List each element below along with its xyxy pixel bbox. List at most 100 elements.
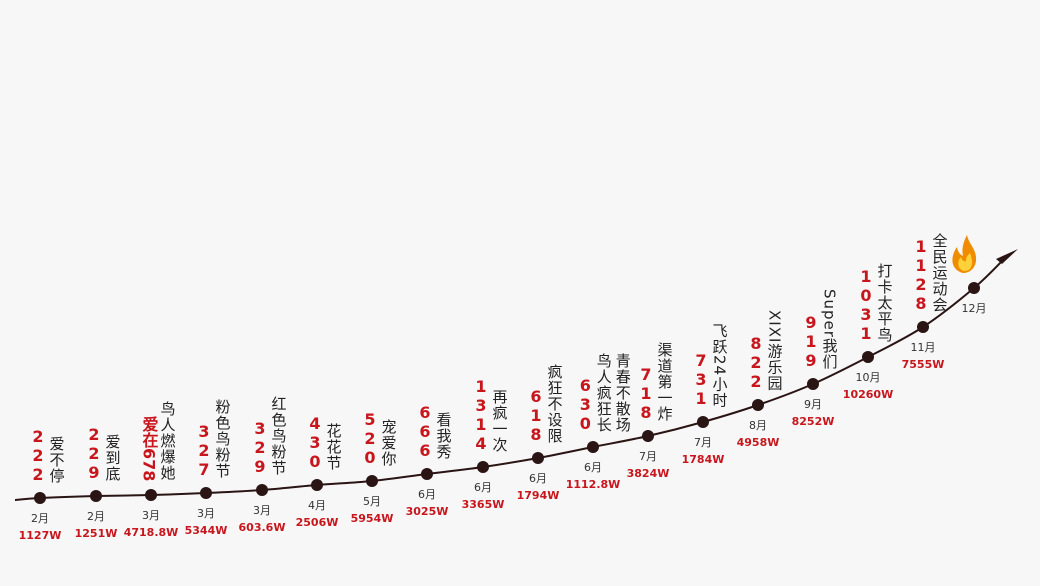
event-label: 718 渠道第一炸 — [636, 342, 674, 422]
event-label: 329 红色鸟粉节 — [250, 396, 288, 476]
value-label: 10260W — [842, 388, 894, 401]
event-date: 430 — [305, 414, 325, 471]
node-dot — [587, 441, 599, 453]
event-date: 229 — [84, 425, 104, 482]
event-date: 718 — [636, 365, 656, 422]
node-dot — [862, 351, 874, 363]
event-name: 宠爱你 — [379, 419, 398, 467]
arrow-head — [996, 249, 1018, 264]
event-name: 鸟人燃爆她 — [158, 401, 177, 481]
node-dot — [34, 492, 46, 504]
event-date: 327 — [194, 422, 214, 479]
node-dot — [807, 378, 819, 390]
event-label: 666 看我秀 — [415, 403, 453, 460]
value-label: 7555W — [901, 358, 945, 371]
event-name: 打卡太平鸟 — [875, 263, 894, 343]
event-name: 红色鸟粉节 — [269, 396, 288, 476]
event-label: 731 飞跃24小时 — [691, 322, 729, 408]
event-name: 疯狂不设限 — [545, 364, 564, 444]
event-date: 爱在678 — [139, 415, 159, 481]
value-label: 1127W — [18, 529, 62, 542]
event-name: 渠道第一炸 — [655, 342, 674, 422]
event-label: 1128 全民运动会 — [911, 233, 949, 313]
event-label: 520 宠爱你 — [360, 410, 398, 467]
node-dot — [477, 461, 489, 473]
event-label: 919 Super我们 — [801, 289, 839, 370]
event-date: 520 — [360, 410, 380, 467]
event-name: 爱到底 — [103, 434, 122, 482]
event-name: 飞跃24小时 — [710, 322, 729, 408]
event-name: 青春不散场 — [613, 353, 632, 433]
node-dot — [421, 468, 433, 480]
value-label: 1251W — [74, 527, 118, 540]
value-label: 1112.8W — [565, 478, 621, 491]
event-name: 鸟人疯狂长 — [594, 353, 613, 433]
month-label: 8月 — [749, 419, 767, 432]
node-dot — [968, 282, 980, 294]
month-label: 3月 — [253, 504, 271, 517]
month-label: 6月 — [474, 481, 492, 494]
node-dot — [917, 321, 929, 333]
event-label: 630 鸟人疯狂长 青春不散场 — [575, 353, 632, 433]
value-label: 3365W — [461, 498, 505, 511]
event-name: XIXI游乐园 — [765, 309, 784, 391]
value-label: 1794W — [516, 489, 560, 502]
month-label: 6月 — [584, 461, 602, 474]
node-dot — [200, 487, 212, 499]
month-label: 5月 — [363, 495, 381, 508]
node-dot — [532, 452, 544, 464]
event-date: 618 — [526, 387, 546, 444]
event-label: 822 XIXI游乐园 — [746, 309, 784, 391]
month-label: 11月 — [910, 341, 936, 354]
event-date: 630 — [575, 376, 595, 433]
value-label: 4718.8W — [123, 526, 179, 539]
event-date: 222 — [28, 427, 48, 484]
month-label: 6月 — [529, 472, 547, 485]
event-label: 1314 再疯一次 — [471, 377, 509, 453]
month-label: 9月 — [804, 398, 822, 411]
event-label: 430 花花节 — [305, 414, 343, 471]
value-label: 5344W — [184, 524, 228, 537]
month-label: 6月 — [418, 488, 436, 501]
event-date: 1314 — [471, 377, 491, 453]
event-date: 1128 — [911, 237, 931, 313]
event-label: 1031 打卡太平鸟 — [856, 263, 894, 343]
event-date: 1031 — [856, 267, 876, 343]
event-name: 粉色鸟粉节 — [213, 399, 232, 479]
event-date: 822 — [746, 334, 766, 391]
event-date: 666 — [415, 403, 435, 460]
value-label: 1784W — [681, 453, 725, 466]
node-dot — [311, 479, 323, 491]
value-label: 3824W — [626, 467, 670, 480]
event-date: 919 — [801, 313, 821, 370]
month-label: 2月 — [31, 512, 49, 525]
month-label: 4月 — [308, 499, 326, 512]
event-name: 爱不停 — [47, 436, 66, 484]
month-label: 2月 — [87, 510, 105, 523]
month-label: 10月 — [855, 371, 881, 384]
month-label: 7月 — [639, 450, 657, 463]
flame-icon — [952, 235, 977, 273]
month-label: 3月 — [197, 507, 215, 520]
event-label: 327 粉色鸟粉节 — [194, 399, 232, 479]
node-dot — [145, 489, 157, 501]
event-name: 全民运动会 — [930, 233, 949, 313]
value-label: 5954W — [350, 512, 394, 525]
event-date: 731 — [691, 351, 711, 408]
event-date: 329 — [250, 419, 270, 476]
value-label: 2506W — [295, 516, 339, 529]
node-dot — [90, 490, 102, 502]
month-label: 12月 — [961, 302, 987, 315]
event-label: 爱在678 鸟人燃爆她 — [139, 401, 177, 481]
event-name: 花花节 — [324, 423, 343, 471]
value-label: 4958W — [736, 436, 780, 449]
event-name: 看我秀 — [434, 412, 453, 460]
month-label: 3月 — [142, 509, 160, 522]
node-dot — [752, 399, 764, 411]
value-label: 3025W — [405, 505, 449, 518]
event-name: Super我们 — [820, 289, 839, 370]
month-label: 7月 — [694, 436, 712, 449]
event-name: 再疯一次 — [490, 389, 509, 453]
